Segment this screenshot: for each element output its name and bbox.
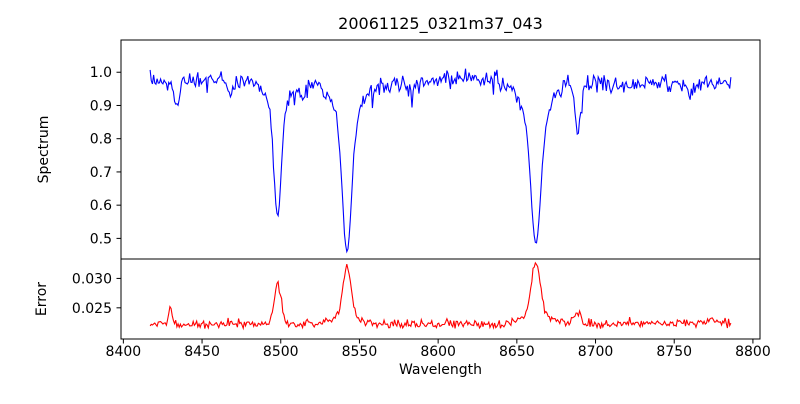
error-line bbox=[149, 261, 732, 331]
y-tick-label: 0.030 bbox=[72, 271, 112, 287]
x-tick-label: 8450 bbox=[184, 344, 220, 360]
y-tick-label: 1.0 bbox=[90, 65, 112, 81]
x-tick-label: 8700 bbox=[578, 344, 614, 360]
x-tick-label: 8400 bbox=[106, 344, 142, 360]
x-tick-label: 8800 bbox=[735, 344, 771, 360]
bottom-panel: 0.025 0.030 Error bbox=[34, 258, 761, 340]
x-axis-label: Wavelength bbox=[399, 362, 482, 378]
error-y-axis-ticks: 0.025 0.030 bbox=[72, 271, 121, 317]
y-tick-label: 0.7 bbox=[90, 165, 112, 181]
x-tick-label: 8500 bbox=[263, 344, 299, 360]
y-tick-label: 0.9 bbox=[90, 98, 112, 114]
x-tick-label: 8550 bbox=[342, 344, 378, 360]
x-tick-label: 8600 bbox=[420, 344, 456, 360]
top-panel: 0.5 0.6 0.7 0.8 0.9 1.0 Spectrum bbox=[36, 39, 761, 260]
y-tick-label: 0.5 bbox=[90, 231, 112, 247]
spectrum-y-axis-ticks: 0.5 0.6 0.7 0.8 0.9 1.0 bbox=[90, 65, 121, 247]
x-tick-label: 8650 bbox=[499, 344, 535, 360]
bottom-panel-frame bbox=[120, 258, 761, 340]
x-tick-label: 8750 bbox=[656, 344, 692, 360]
error-y-axis-label: Error bbox=[34, 282, 50, 316]
spectrum-y-axis-label: Spectrum bbox=[36, 116, 52, 184]
y-tick-label: 0.6 bbox=[90, 198, 112, 214]
y-tick-label: 0.025 bbox=[72, 301, 112, 317]
spectrum-line bbox=[149, 68, 732, 254]
chart-title: 20061125_0321m37_043 bbox=[338, 14, 543, 34]
top-panel-frame bbox=[120, 39, 761, 260]
x-axis-ticks: 8400 8450 8500 8550 8600 8650 8700 8750 8800 bbox=[106, 339, 771, 360]
y-tick-label: 0.8 bbox=[90, 132, 112, 148]
